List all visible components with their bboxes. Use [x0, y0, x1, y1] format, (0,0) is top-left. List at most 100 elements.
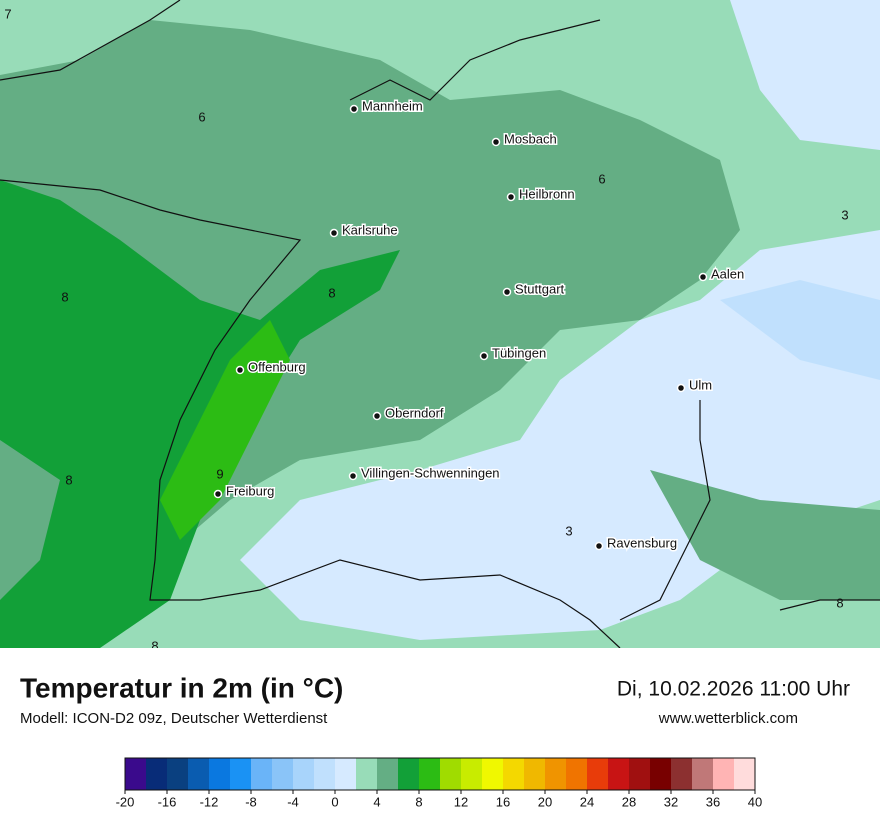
color-swatch [167, 758, 189, 790]
city-label: Ravensburg [607, 535, 677, 550]
colorbar-tick-label: 12 [454, 794, 468, 809]
title: Temperatur in 2m (in °C) [20, 672, 343, 703]
color-swatch [587, 758, 609, 790]
color-swatch [482, 758, 504, 790]
contour-label: 8 [61, 289, 68, 304]
temp-area [730, 0, 880, 150]
colorbar-tick-label: 4 [373, 794, 380, 809]
colorbar-tick-label: 0 [331, 794, 338, 809]
color-swatch [629, 758, 651, 790]
contour-label: 8 [836, 595, 843, 610]
model-info: Modell: ICON-D2 09z, Deutscher Wetterdie… [20, 710, 328, 727]
contour-label: 6 [198, 109, 205, 124]
colorbar-tick-label: 40 [748, 794, 762, 809]
color-swatch [272, 758, 294, 790]
contour-label: 7 [4, 6, 11, 21]
contour-label: 9 [216, 466, 223, 481]
color-swatch [377, 758, 399, 790]
colorbar-tick-label: 8 [415, 794, 422, 809]
colorbar-tick-label: 16 [496, 794, 510, 809]
city-dot [491, 137, 501, 147]
colorbar-tick-label: -8 [245, 794, 257, 809]
city-label: Offenburg [248, 359, 306, 374]
color-swatch [671, 758, 693, 790]
contour-label: 3 [565, 523, 572, 538]
colorbar-tick-label: 28 [622, 794, 636, 809]
colorbar-frame [124, 757, 756, 791]
city-label: Heilbronn [519, 186, 575, 201]
color-swatch [251, 758, 273, 790]
city-label: Oberndorf [385, 405, 444, 420]
footer-panel [0, 648, 880, 830]
color-swatch [356, 758, 378, 790]
color-swatch [566, 758, 588, 790]
color-swatch [125, 758, 147, 790]
temp-area [0, 180, 400, 648]
contour-label: 6 [598, 171, 605, 186]
city-dot [213, 489, 223, 499]
color-swatch [335, 758, 357, 790]
color-swatch [503, 758, 525, 790]
temp-area [160, 320, 290, 540]
cities: Mannheim Mosbach Heilbronn Karlsruhe Aalen St… [213, 97, 746, 552]
color-swatch [461, 758, 483, 790]
border [0, 0, 181, 81]
colorbar-tick-label: 20 [538, 794, 552, 809]
color-swatch [230, 758, 252, 790]
colorbar-tick-label: -20 [116, 794, 135, 809]
temp-area [650, 470, 880, 600]
city-dot [594, 541, 604, 551]
border [0, 179, 621, 649]
color-swatch [419, 758, 441, 790]
city-label: Ulm [689, 377, 712, 392]
city-label: Mannheim [362, 98, 423, 113]
color-swatch [146, 758, 168, 790]
contour-labels: 7 6 6 3 8 8 9 8 3 8 8 [4, 6, 848, 653]
contour-label: 8 [65, 472, 72, 487]
color-swatch [692, 758, 714, 790]
city-dot [502, 287, 512, 297]
color-swatch [608, 758, 630, 790]
colorbar-tick-label: -4 [287, 794, 299, 809]
contour-label: 8 [151, 638, 158, 653]
color-swatch [524, 758, 546, 790]
colorbar-tick-label: 24 [580, 794, 594, 809]
color-swatch [713, 758, 735, 790]
border [619, 400, 711, 621]
city-dot [479, 351, 489, 361]
website: www.wetterblick.com [658, 710, 798, 727]
color-swatch [545, 758, 567, 790]
city-dot [329, 228, 339, 238]
temp-area [720, 280, 880, 380]
city-dot [372, 411, 382, 421]
city-label: Freiburg [226, 483, 274, 498]
color-swatch [188, 758, 210, 790]
city-dot [698, 272, 708, 282]
contour-label: 3 [841, 207, 848, 222]
colorbar: -20 -16 -12 -8 -4 0 4 8 12 16 20 24 28 32 36 40 [116, 757, 762, 809]
colorbar-tick-label: -12 [200, 794, 219, 809]
city-label: Tübingen [492, 345, 546, 360]
city-label: Karlsruhe [342, 222, 398, 237]
datetime: Di, 10.02.2026 11:00 Uhr [617, 678, 850, 701]
city-label: Aalen [711, 266, 744, 281]
border [779, 599, 880, 611]
city-dot [348, 471, 358, 481]
city-label: Stuttgart [515, 281, 565, 296]
city-label: Mosbach [504, 131, 557, 146]
color-swatch [209, 758, 231, 790]
color-swatch [293, 758, 315, 790]
city-dot [676, 383, 686, 393]
color-swatch [734, 758, 756, 790]
contour-label: 8 [328, 285, 335, 300]
city-dot [349, 104, 359, 114]
border [349, 19, 601, 101]
colorbar-tick-label: 36 [706, 794, 720, 809]
color-swatch [650, 758, 672, 790]
map [0, 0, 880, 649]
city-dot [506, 192, 516, 202]
colorbar-tick-label: -16 [158, 794, 177, 809]
city-dot [235, 365, 245, 375]
color-swatch [398, 758, 420, 790]
